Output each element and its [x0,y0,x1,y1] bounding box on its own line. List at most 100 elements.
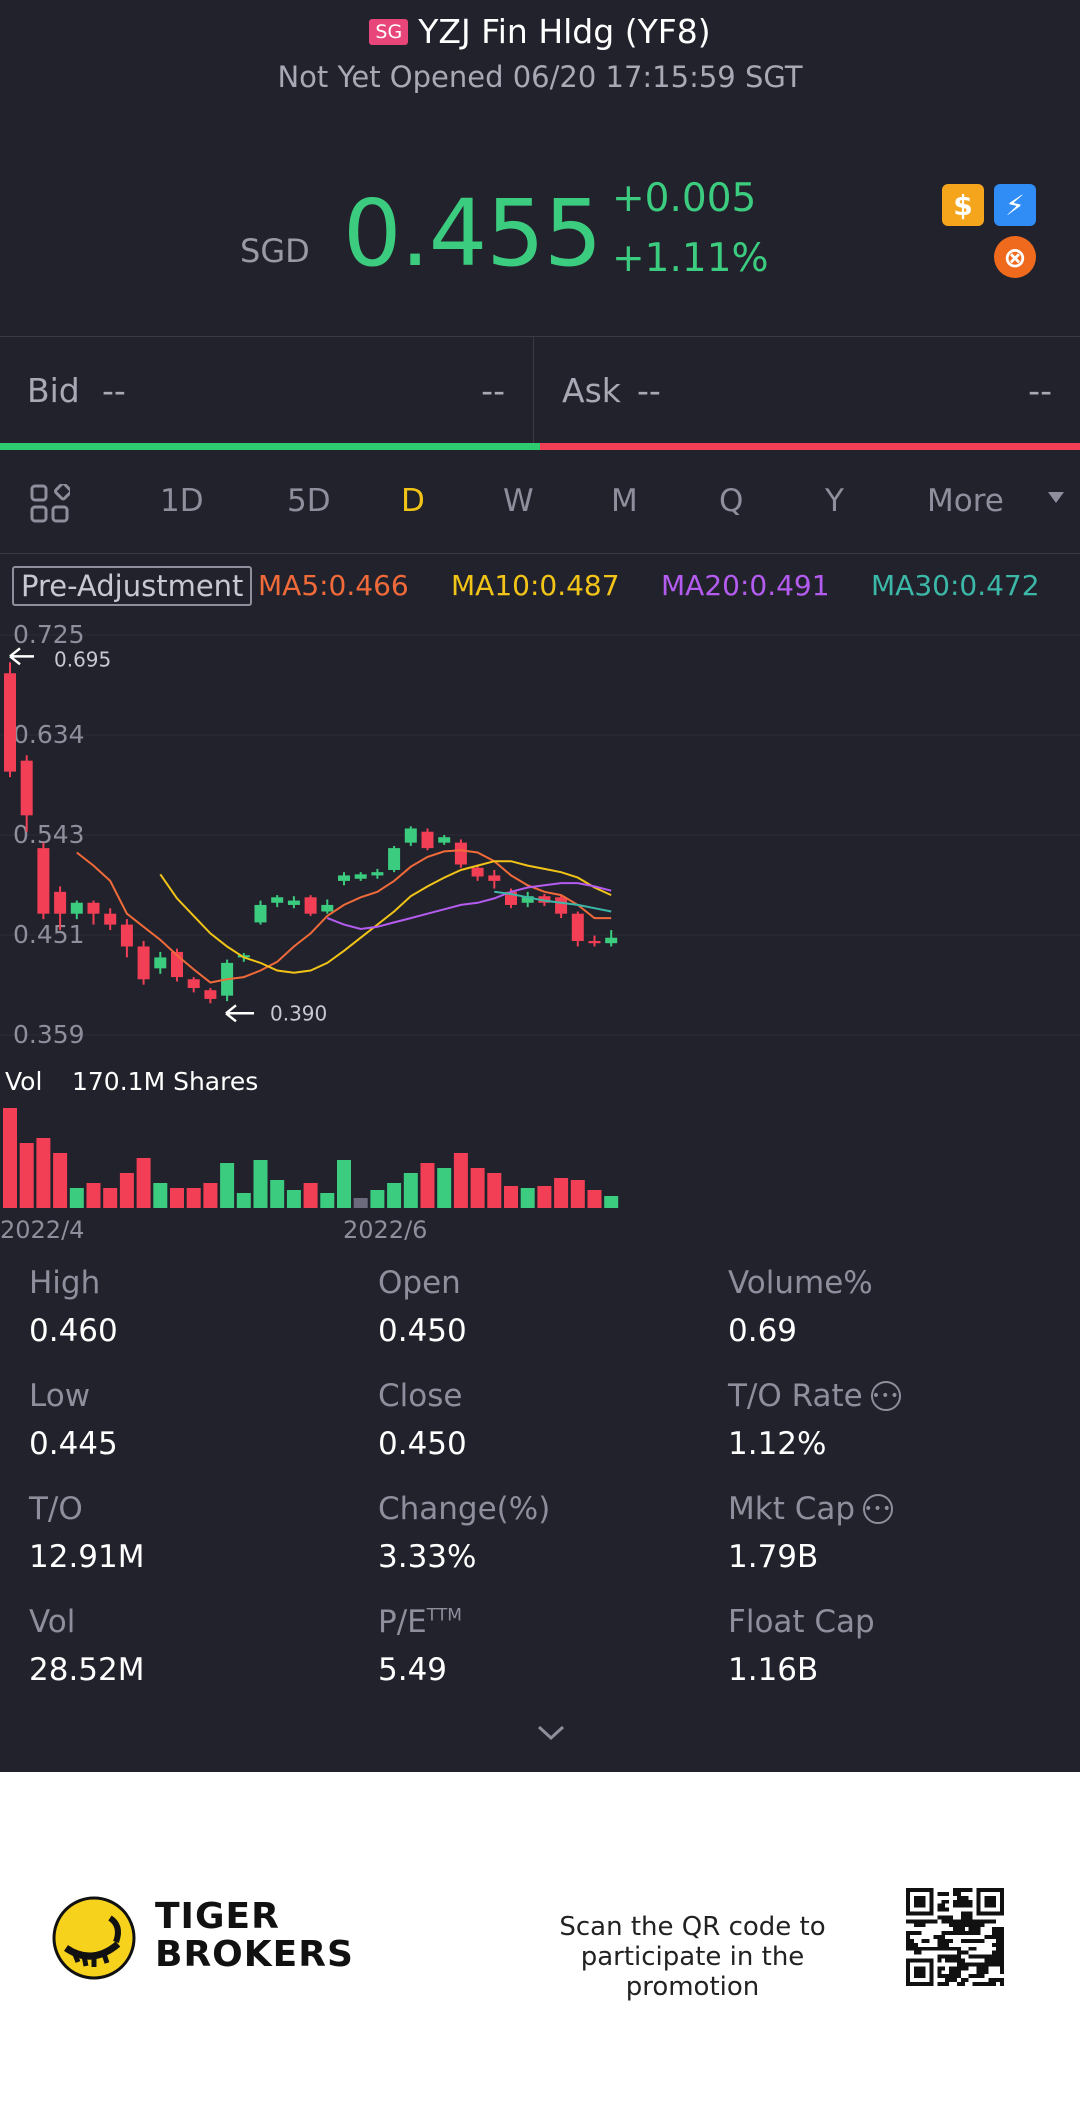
qr-module [906,1911,934,1916]
qr-module [937,1915,942,1920]
qr-module [1000,1978,1004,1983]
stat-market-cap: Mkt Cap ••• 1.79B [728,1491,894,1575]
qr-module [980,1982,985,1986]
candle-body [454,842,467,865]
tab-daily[interactable]: D [401,483,425,519]
qr-module [956,1954,961,1959]
qr-module [949,1915,954,1920]
candlestick-chart[interactable]: 0.725 0.634 0.543 0.451 0.359 0.695 0.390 Vol 17… [0,610,1080,1240]
candle-body [521,896,534,903]
flash-icon[interactable]: ⚡ [994,184,1036,226]
tab-5d[interactable]: 5D [287,483,331,519]
pre-adjustment-button[interactable]: Pre-Adjustment [12,566,253,606]
volume-bar [387,1183,402,1208]
qr-module [980,1938,985,1943]
qr-module [1000,1982,1004,1986]
stat-volume-percent: Volume% 0.69 [728,1265,873,1349]
qr-module [949,1923,954,1928]
more-info-icon[interactable]: ••• [863,1494,894,1524]
qr-module [996,1931,1001,1936]
qr-module [913,1919,918,1924]
expand-chevron-icon[interactable] [534,1720,568,1744]
qr-module [1000,1942,1004,1947]
qr-module [960,1982,965,1986]
qr-module [941,1974,946,1979]
brand-line-1: TIGER [155,1896,280,1937]
qr-module [941,1938,946,1943]
qr-module [956,1970,961,1975]
qr-module [906,1919,910,1924]
qr-module [945,1978,950,1983]
qr-module [992,1935,997,1939]
qr-module [972,1974,977,1979]
qr-module [992,1954,997,1959]
qr-module [968,1888,973,1892]
candle-body [287,900,300,905]
qr-module [925,1938,930,1943]
qr-module [953,1919,957,1924]
layout-grid-icon[interactable] [30,484,70,524]
x-axis-label: 2022/4 [0,1216,84,1240]
options-icon[interactable]: ⊗ [994,236,1036,278]
qr-module [960,1958,965,1963]
low-marker-label: 0.390 [270,1001,327,1025]
qr-module [964,1911,969,1916]
promo-line-1: Scan the QR code to [559,1912,826,1942]
candle-body [54,891,67,914]
qr-module [996,1938,1001,1943]
qr-module [913,1895,926,1908]
qr-module [921,1938,926,1943]
qr-code-icon[interactable] [906,1888,1004,1986]
qr-module [984,1962,989,1967]
volume-bar [353,1198,368,1208]
more-info-icon[interactable]: ••• [870,1381,901,1411]
candle-body [20,760,33,816]
tab-weekly[interactable]: W [503,483,534,519]
qr-module [945,1974,950,1979]
qr-module [988,1982,993,1986]
qr-module [906,1935,910,1939]
chevron-down-icon[interactable] [1048,492,1064,503]
volume-bar [136,1158,151,1208]
qr-module [984,1970,989,1975]
tab-1d[interactable]: 1D [160,483,204,519]
bid-label: Bid [27,370,80,410]
qr-module [968,1927,973,1932]
qr-module [913,1946,918,1951]
qr-module [929,1946,934,1951]
volume-bar [604,1196,619,1208]
volume-bar [520,1188,535,1208]
tab-monthly[interactable]: M [611,483,638,519]
qr-module [953,1899,957,1904]
qr-module [976,1954,981,1959]
stat-volume: Vol 28.52M [29,1604,145,1688]
candle-body [37,848,50,914]
header: SG YZJ Fin Hldg (YF8) Not Yet Opened 06/… [0,0,1080,110]
dollar-icon[interactable]: $ [942,184,984,226]
qr-module [984,1935,989,1939]
volume-bar [437,1168,452,1208]
qr-module [992,1942,997,1947]
qr-module [964,1938,969,1943]
qr-module [913,1966,926,1979]
ask-price: -- [637,370,661,410]
volume-bar [236,1193,251,1208]
tab-quarterly[interactable]: Q [719,483,744,519]
qr-module [988,1954,993,1959]
qr-module [960,1923,965,1928]
qr-module [945,1946,950,1951]
qr-module [980,1974,985,1979]
stat-value: 28.52M [29,1652,145,1688]
ma20-value: MA20:0.491 [661,569,830,602]
volume-bar [53,1153,68,1208]
qr-module [956,1923,961,1928]
stat-value: 5.49 [378,1652,448,1688]
stat-label: Float Cap [728,1604,875,1640]
tab-more[interactable]: More [927,483,1004,519]
tab-yearly[interactable]: Y [825,483,844,519]
volume-bar [220,1163,235,1208]
ma10-value: MA10:0.487 [451,569,620,602]
candle-body [137,946,150,980]
qr-module [917,1919,922,1924]
qr-module [941,1907,946,1912]
